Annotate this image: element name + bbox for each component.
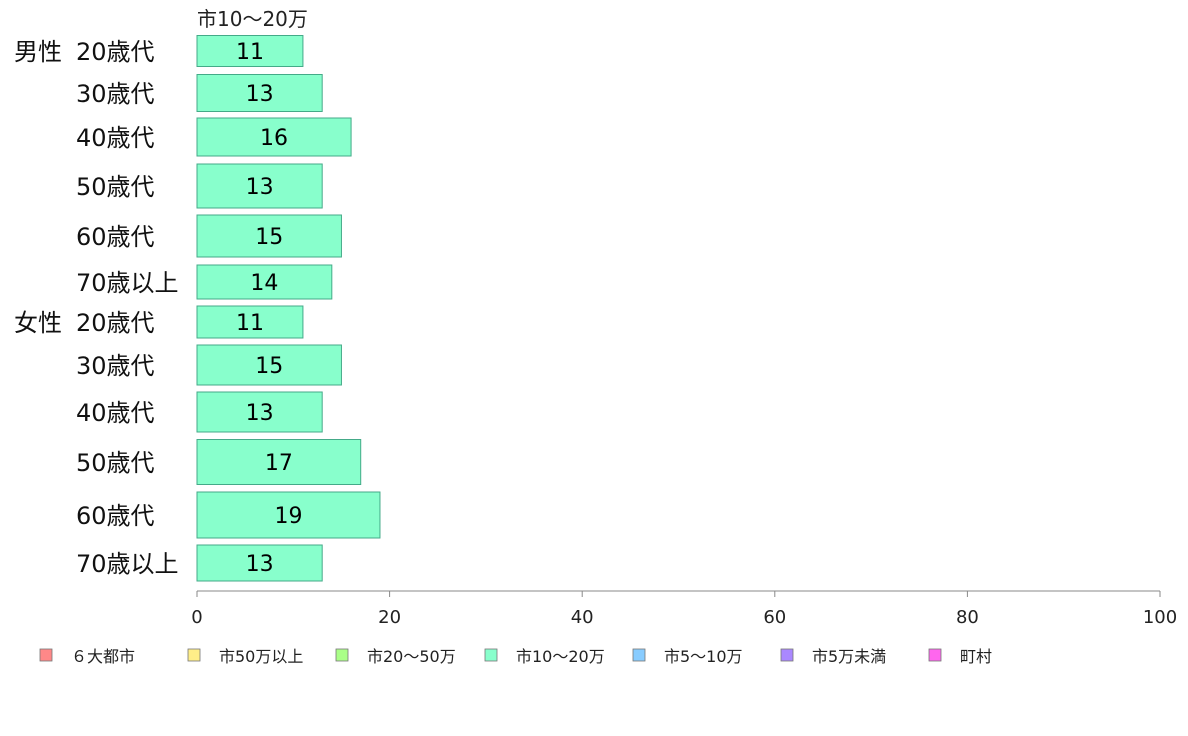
legend-swatch <box>780 648 794 662</box>
bar-value-label: 13 <box>246 175 274 200</box>
legend-label: 市5万未満 <box>812 647 886 666</box>
x-tick-label: 100 <box>1143 607 1177 628</box>
bars-layer: 11 20歳代 13 30歳代 16 40歳代 13 50歳代 15 60歳代 14 70歳以上 11 2… <box>14 35 381 582</box>
legend-label: ６大都市 <box>71 647 135 666</box>
bar-9 <box>196 391 323 433</box>
bar-value-label: 19 <box>274 504 302 529</box>
legend-label: 市50万以上 <box>219 647 303 666</box>
legend-swatch <box>928 648 942 662</box>
series-label: 市10〜20万 <box>197 7 308 31</box>
legend-swatch <box>187 648 201 662</box>
bar-2 <box>196 74 323 112</box>
bar-7 <box>196 305 304 339</box>
bar-value-label: 13 <box>246 552 274 577</box>
x-tick-label: 40 <box>571 607 594 628</box>
legend-swatch <box>39 648 53 662</box>
category-label: 50歳代 <box>76 449 155 477</box>
x-axis: 0 20 40 60 80 100 <box>191 590 1177 628</box>
bar-11 <box>196 491 381 539</box>
bar-1 <box>196 35 304 67</box>
bar-value-label: 13 <box>246 401 274 426</box>
bar-value-label: 15 <box>255 225 283 250</box>
bar-10 <box>196 439 362 485</box>
bar-value-label: 11 <box>236 40 264 65</box>
x-tick-label: 60 <box>763 607 786 628</box>
legend-label: 市5〜10万 <box>664 647 743 666</box>
category-label: 70歳以上 <box>76 269 179 297</box>
legend-label: 市20〜50万 <box>367 647 456 666</box>
category-label: 30歳代 <box>76 80 155 108</box>
category-label: 20歳代 <box>76 38 155 66</box>
bar-value-label: 17 <box>265 451 293 476</box>
bar-value-label: 14 <box>250 271 278 296</box>
category-label: 40歳代 <box>76 399 155 427</box>
group-label: 男性 <box>14 38 62 66</box>
category-label: 40歳代 <box>76 124 155 152</box>
legend-swatch <box>484 648 498 662</box>
legend-swatch <box>335 648 349 662</box>
bar-5 <box>196 214 342 258</box>
legend: ６大都市 市50万以上 市20〜50万 市10〜20万 市5〜10万 市5万未満 町村 <box>39 647 992 666</box>
group-label: 女性 <box>14 309 62 337</box>
category-label: 60歳代 <box>76 502 155 530</box>
category-label: 70歳以上 <box>76 550 179 578</box>
category-label: 20歳代 <box>76 309 155 337</box>
category-label: 50歳代 <box>76 173 155 201</box>
bar-8 <box>196 344 342 386</box>
bar-12 <box>196 544 323 582</box>
bar-value-label: 13 <box>246 82 274 107</box>
x-tick-label: 80 <box>956 607 979 628</box>
legend-swatch <box>632 648 646 662</box>
category-label: 30歳代 <box>76 352 155 380</box>
x-tick-label: 0 <box>191 607 202 628</box>
x-tick-label: 20 <box>378 607 401 628</box>
bar-value-label: 11 <box>236 311 264 336</box>
bar-3 <box>196 117 352 157</box>
bar-value-label: 15 <box>255 354 283 379</box>
bar-value-label: 16 <box>260 126 288 151</box>
category-label: 60歳代 <box>76 223 155 251</box>
legend-label: 町村 <box>960 647 992 666</box>
bar-4 <box>196 163 323 209</box>
bar-6 <box>196 264 333 300</box>
legend-label: 市10〜20万 <box>516 647 605 666</box>
